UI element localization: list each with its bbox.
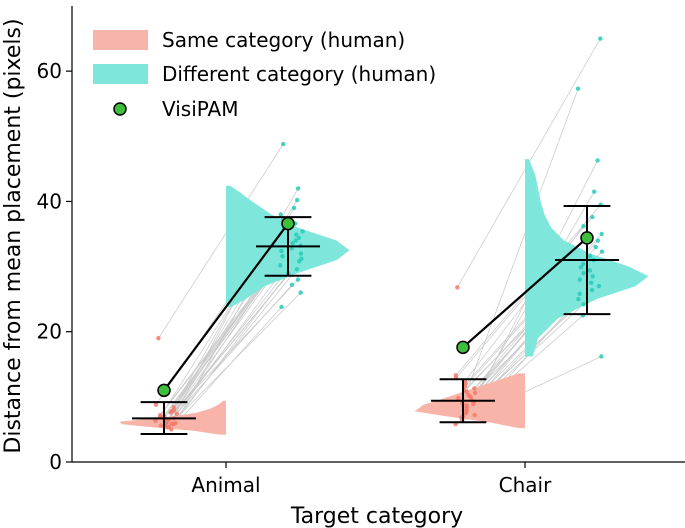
y-tick-label: 40 [37,189,62,213]
legend-label: Same category (human) [162,28,405,52]
violins-layer [119,159,649,435]
point-same-chair [472,386,477,391]
visipam-marker-different-chair [580,231,594,245]
point-same-animal [158,423,164,428]
point-same-chair [464,403,469,408]
point-different-animal [294,232,299,237]
y-tick-label: 20 [37,320,62,344]
visipam-line-chair [462,237,588,349]
visipam-marker-different-animal [281,216,295,231]
legend-label: Different category (human) [162,62,436,86]
visipam-marker-same-chair [456,340,470,355]
point-different-animal [280,253,285,259]
point-same-chair [472,390,478,396]
point-same-chair [471,401,476,407]
legend-marker [113,102,127,116]
point-same-animal [171,405,176,410]
paired-line-animal [167,292,301,428]
visipam-layer [157,216,594,398]
point-different-chair [578,265,584,270]
y-tick-label: 0 [49,450,62,474]
legend-label: VisiPAM [162,97,239,121]
point-different-chair [592,189,597,194]
point-different-chair [596,283,602,289]
legend-swatch [93,30,148,50]
point-same-animal [166,424,172,430]
point-same-chair [466,392,471,398]
point-different-chair [581,270,586,276]
point-same-animal [153,418,158,424]
point-different-animal [289,282,295,288]
point-different-animal [279,248,284,254]
point-different-chair [576,296,581,302]
point-different-animal [290,240,295,246]
point-different-animal [299,256,304,261]
point-different-animal [298,251,304,256]
point-same-animal [169,408,175,414]
errorbars-layer [132,204,619,435]
legend: Same category (human) Different category … [93,28,436,121]
point-different-chair [581,302,586,307]
point-different-chair [587,268,593,273]
point-same-chair [456,395,461,401]
point-different-animal [293,238,298,243]
point-different-chair [580,261,586,267]
point-different-chair [599,354,604,359]
point-different-chair [598,36,603,41]
y-tick-label: 60 [37,59,62,83]
point-different-chair [589,287,595,293]
point-different-chair [590,274,595,279]
point-same-animal [153,402,159,407]
point-different-animal [291,205,297,211]
axes-layer: 0 20 40 60 Animal Chair [37,6,685,497]
legend-swatch [93,64,148,84]
point-different-animal [278,263,283,268]
point-same-chair [464,389,469,394]
y-axis-label: Distance from mean placement (pixels) [1,18,26,453]
point-different-animal [298,290,303,295]
point-different-chair [587,253,593,259]
point-same-animal [169,421,174,426]
point-different-chair [589,280,594,286]
x-axis-label: Target category [290,504,463,528]
point-different-chair [595,158,600,163]
point-different-chair [593,244,598,250]
point-different-animal [296,235,302,241]
paired-line-animal [171,268,298,424]
visipam-marker-same-animal [157,383,171,398]
point-same-chair [455,285,460,290]
x-tick-label: Chair [499,473,552,497]
point-same-animal [174,411,179,416]
point-different-chair [595,238,601,243]
point-different-chair [599,249,605,254]
point-same-animal [156,336,161,341]
point-different-animal [295,186,301,191]
point-different-animal [294,266,300,272]
paired-line-animal [167,253,302,421]
point-different-chair [599,231,604,237]
point-same-chair [472,412,477,418]
point-different-animal [278,212,283,217]
point-different-animal [295,277,301,282]
point-different-animal [281,141,286,147]
point-same-animal [173,420,178,426]
paired-line-chair [466,88,579,392]
point-different-animal [300,229,305,234]
point-different-chair [577,277,583,282]
visipam-line-animal [163,222,289,391]
point-same-chair [453,373,459,378]
point-different-chair [577,291,582,297]
point-different-chair [575,86,581,91]
point-different-chair [581,223,586,229]
x-tick-label: Animal [191,473,260,497]
point-different-chair [590,214,595,220]
point-different-animal [295,197,300,203]
paired-line-animal [158,143,284,339]
point-different-animal [279,304,284,310]
